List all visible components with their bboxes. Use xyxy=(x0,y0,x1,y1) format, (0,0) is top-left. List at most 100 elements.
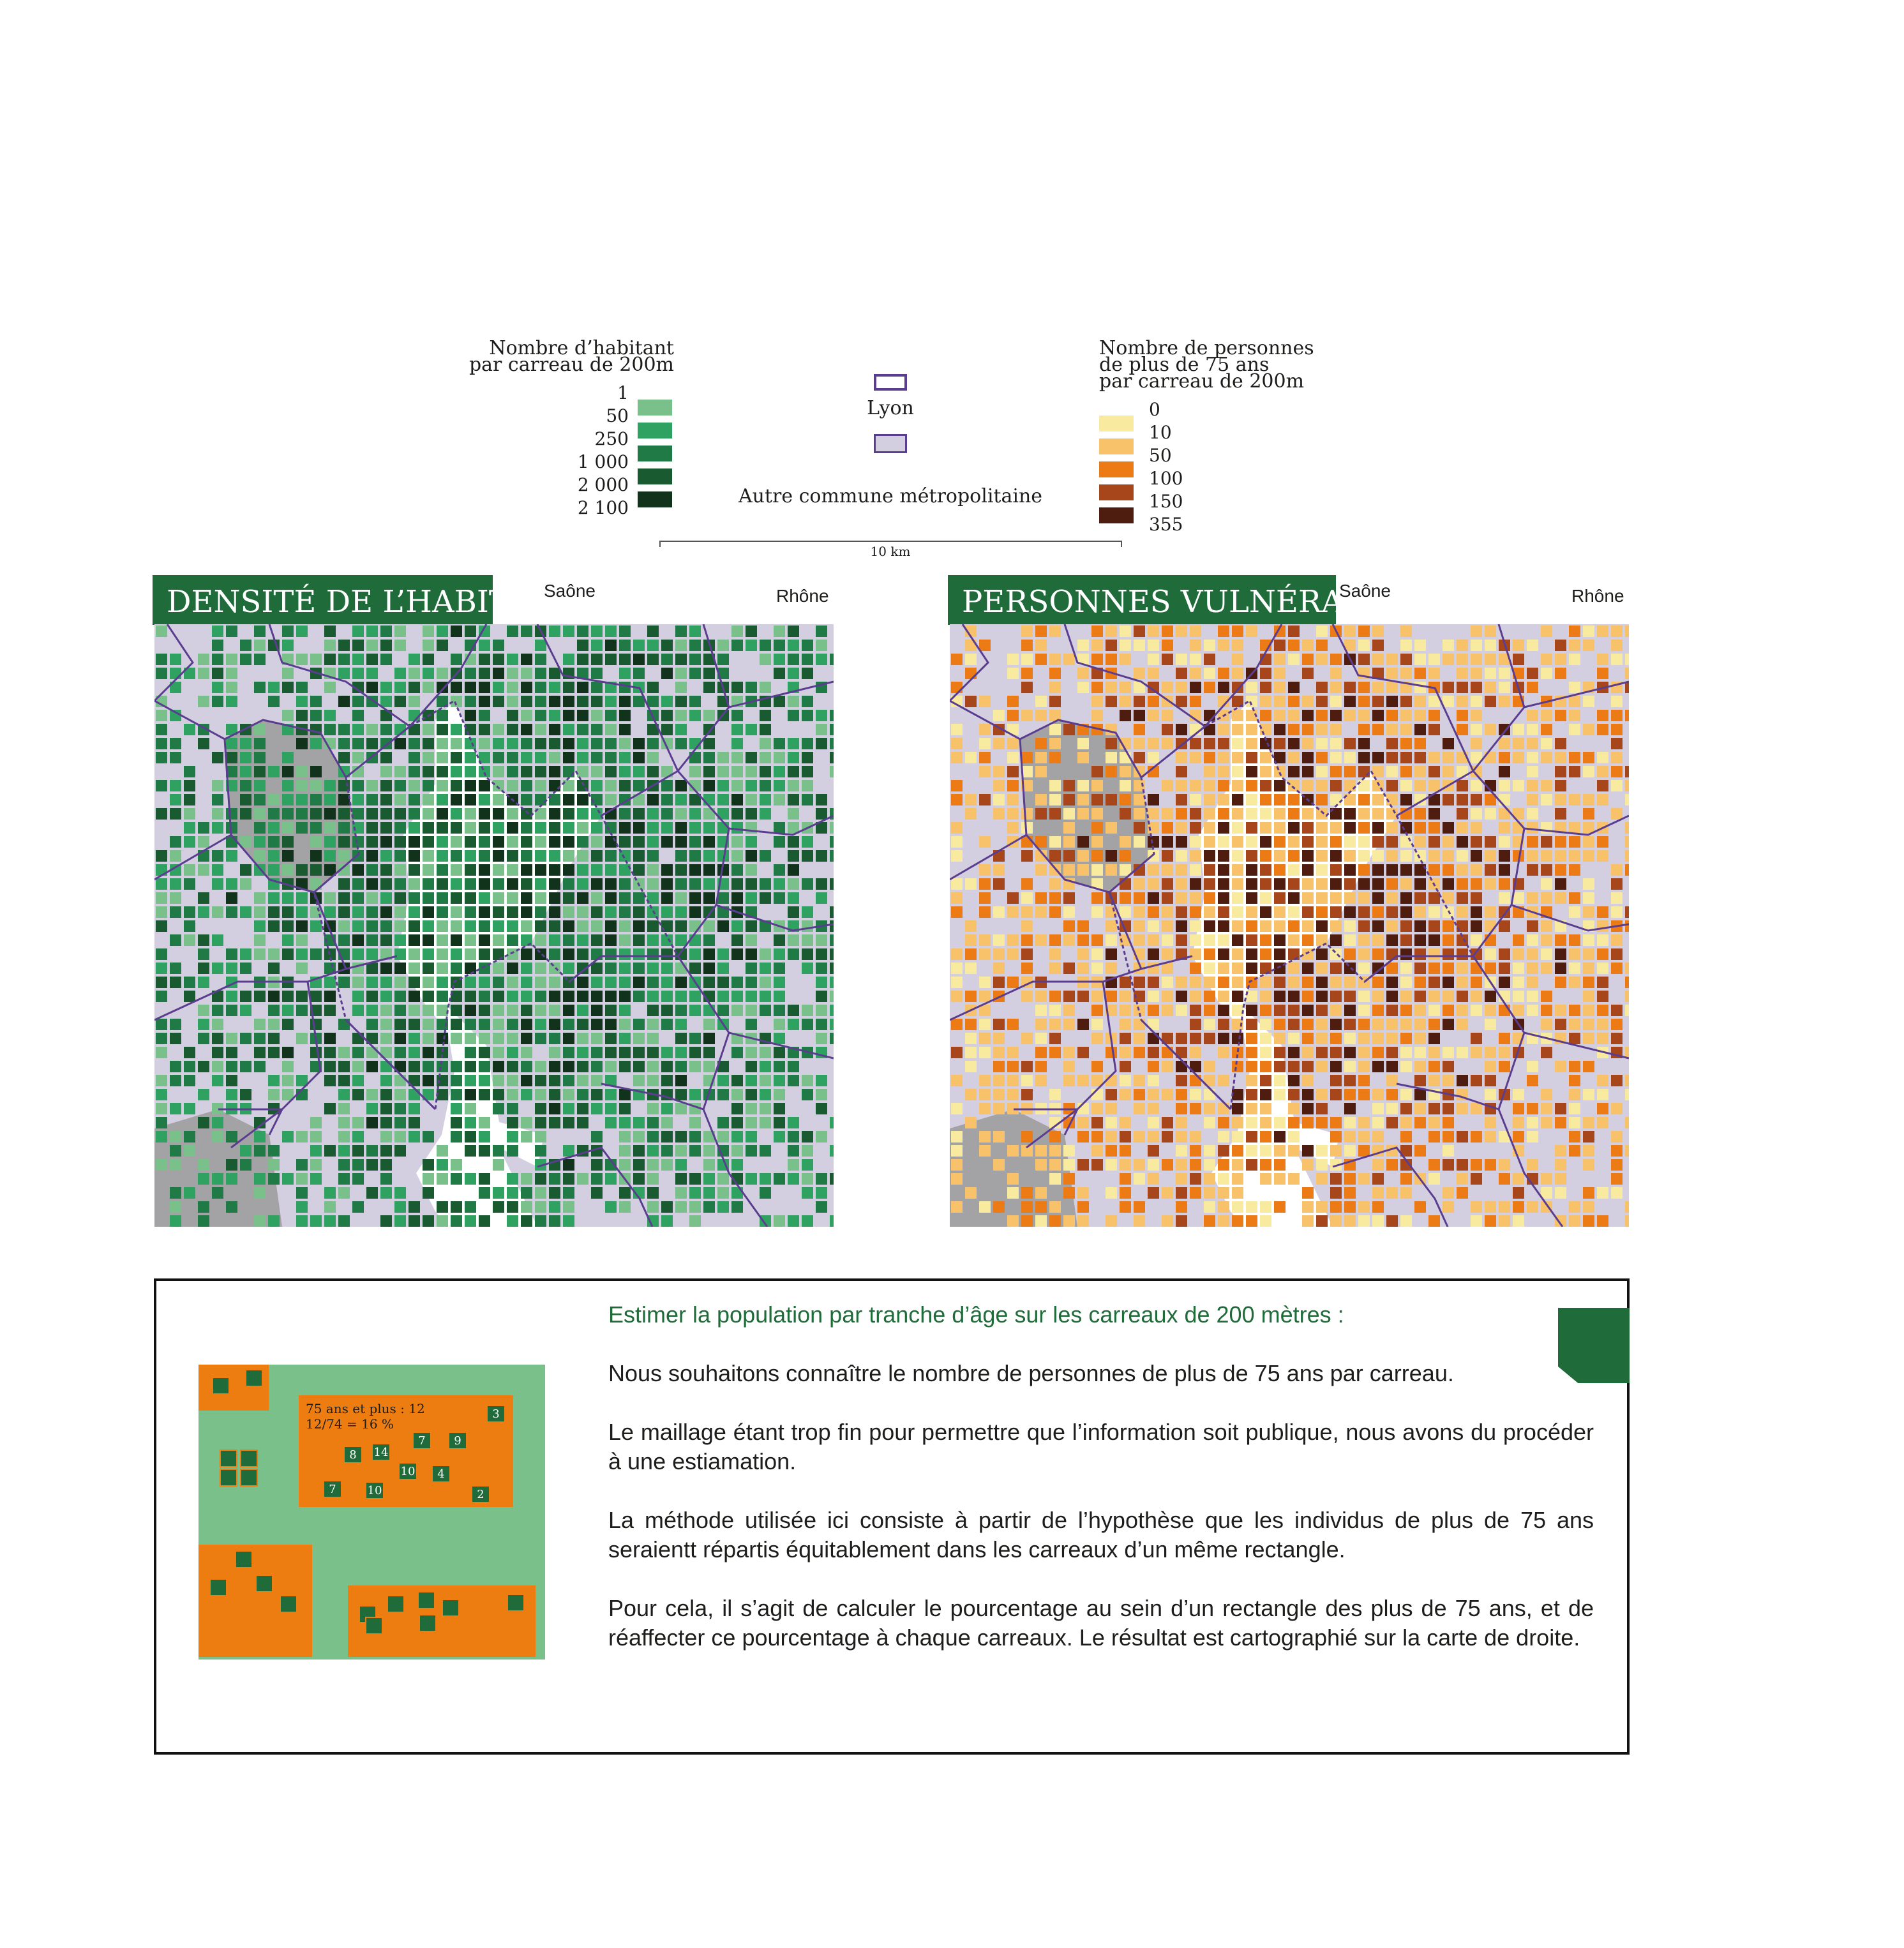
map-grid-cell xyxy=(1204,1187,1215,1199)
map-grid-cell xyxy=(521,738,532,749)
info-paragraph: Le maillage étant trop fin pour permettr… xyxy=(608,1419,1594,1474)
map-grid-cell xyxy=(731,977,743,988)
map-grid-cell xyxy=(1162,710,1173,721)
map-grid-cell xyxy=(774,1005,785,1016)
map-grid-cell xyxy=(156,850,167,862)
map-grid-cell xyxy=(1555,668,1566,679)
map-grid-cell xyxy=(1120,1089,1131,1100)
diagram-square xyxy=(280,1595,297,1613)
map-grid-cell xyxy=(507,668,518,679)
map-grid-cell xyxy=(993,1159,1005,1171)
map-grid-cell xyxy=(296,654,308,665)
map-grid-cell xyxy=(802,850,813,862)
map-grid-cell xyxy=(1400,822,1412,834)
map-grid-cell xyxy=(1134,892,1145,904)
map-grid-cell xyxy=(465,1215,476,1227)
map-grid-cell xyxy=(1021,878,1033,890)
map-grid-cell xyxy=(619,991,631,1002)
map-grid-cell xyxy=(549,1019,560,1030)
map-grid-cell xyxy=(1358,1033,1370,1044)
map-grid-cell xyxy=(212,963,223,974)
map-grid-cell xyxy=(184,1103,195,1114)
map-grid-cell xyxy=(1204,1145,1215,1157)
map-grid-cell xyxy=(563,991,574,1002)
map-grid-cell xyxy=(394,1131,406,1143)
map-grid-cell xyxy=(1443,1159,1454,1171)
map-grid-cell xyxy=(493,668,504,679)
map-grid-cell xyxy=(1400,640,1412,651)
map-grid-cell xyxy=(156,710,167,721)
map-grid-cell xyxy=(1148,1117,1159,1128)
map-grid-cell xyxy=(1344,934,1356,946)
map-grid-cell xyxy=(802,640,813,651)
map-grid-cell xyxy=(535,1187,546,1199)
map-grid-cell xyxy=(788,1019,799,1030)
map-grid-cell xyxy=(1120,1145,1131,1157)
map-grid-cell xyxy=(1316,920,1328,932)
map-grid-cell xyxy=(170,934,181,946)
map-grid-cell xyxy=(423,836,434,848)
map-grid-cell xyxy=(746,920,757,932)
map-grid-cell xyxy=(366,1047,378,1058)
map-grid-cell xyxy=(324,1145,336,1157)
map-grid-cell xyxy=(675,1145,687,1157)
map-grid-cell xyxy=(366,682,378,693)
map-grid-cell xyxy=(1471,654,1482,665)
map-grid-cell xyxy=(1541,710,1552,721)
map-grid-cell xyxy=(1499,1173,1510,1185)
map-grid-cell xyxy=(198,1019,209,1030)
map-grid-cell xyxy=(1527,836,1538,848)
map-grid-cell xyxy=(1260,991,1271,1002)
map-grid-cell xyxy=(507,920,518,932)
map-grid-cell xyxy=(1302,948,1314,960)
map-grid-cell xyxy=(184,906,195,918)
map-grid-cell xyxy=(1007,766,1019,777)
map-grid-cell xyxy=(1541,1173,1552,1185)
map-grid-cell xyxy=(198,1117,209,1128)
map-grid-cell xyxy=(717,892,729,904)
map-grid-cell xyxy=(1358,780,1370,791)
map-grid-cell xyxy=(184,1187,195,1199)
map-grid-cell xyxy=(380,1103,392,1114)
map-grid-cell xyxy=(689,850,701,862)
map-grid-cell xyxy=(1302,1159,1314,1171)
map-grid-cell xyxy=(479,794,490,805)
map-population-density xyxy=(154,624,834,1227)
map-grid-cell xyxy=(1344,808,1356,820)
map-grid-cell xyxy=(437,1019,448,1030)
map-grid-cell xyxy=(465,878,476,890)
map-grid-cell xyxy=(774,822,785,834)
map-grid-cell xyxy=(366,808,378,820)
map-grid-cell xyxy=(1063,1187,1075,1199)
map-grid-cell xyxy=(394,1187,406,1199)
map-grid-cell xyxy=(563,920,574,932)
map-grid-cell xyxy=(979,1033,991,1044)
map-grid-cell xyxy=(535,1061,546,1072)
map-grid-cell xyxy=(394,1047,406,1058)
map-grid-cell xyxy=(647,808,659,820)
map-grid-cell xyxy=(1583,724,1594,735)
map-grid-cell xyxy=(1386,808,1398,820)
map-grid-cell xyxy=(437,794,448,805)
map-grid-cell xyxy=(802,878,813,890)
map-grid-cell xyxy=(479,906,490,918)
map-grid-cell xyxy=(1428,724,1440,735)
map-grid-cell xyxy=(1134,1005,1145,1016)
map-grid-cell xyxy=(1288,991,1300,1002)
map-grid-cell xyxy=(1316,822,1328,834)
map-grid-cell xyxy=(605,822,617,834)
map-grid-cell xyxy=(423,1061,434,1072)
commune-boundary xyxy=(154,968,347,1021)
map-grid-cell xyxy=(1204,920,1215,932)
map-grid-cell xyxy=(1443,878,1454,890)
map-grid-cell xyxy=(1330,766,1342,777)
map-grid-cell xyxy=(170,1145,181,1157)
map-grid-cell xyxy=(951,892,963,904)
map-grid-cell xyxy=(1372,963,1384,974)
map-grid-cell xyxy=(437,1089,448,1100)
map-grid-cell xyxy=(774,864,785,876)
map-grid-cell xyxy=(1386,1033,1398,1044)
map-grid-cell xyxy=(619,738,631,749)
map-grid-cell xyxy=(675,1061,687,1072)
map-grid-cell xyxy=(703,1033,715,1044)
